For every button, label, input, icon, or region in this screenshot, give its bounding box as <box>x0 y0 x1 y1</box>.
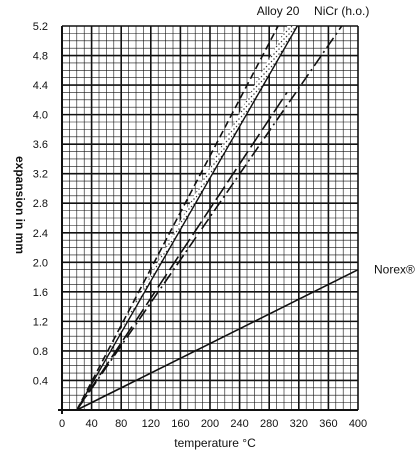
x-tick-labels: 0 40 80 120 160 200 240 280 320 360 400 <box>59 418 367 430</box>
y-tick-labels: 0.4 0.8 1.2 1.6 2.0 2.4 2.8 3.2 3.6 4.0 4.4 4.8 5.2 <box>33 21 48 387</box>
x-tick-label: 0 <box>59 418 65 430</box>
series-line-norex <box>76 268 359 411</box>
x-tick-label: 80 <box>115 418 127 430</box>
y-tick-label: 1.2 <box>33 316 48 328</box>
y-tick-label: 4.8 <box>33 51 48 63</box>
y-tick-label: 5.2 <box>33 21 48 33</box>
x-tick-label: 200 <box>201 418 219 430</box>
y-tick-label: 1.6 <box>33 287 48 299</box>
y-tick-label: 2.0 <box>33 257 48 269</box>
band-lower-edge <box>76 25 298 411</box>
y-tick-label: 3.6 <box>33 139 48 151</box>
series-lines <box>76 25 359 411</box>
x-tick-label: 400 <box>349 418 367 430</box>
x-tick-label: 160 <box>171 418 189 430</box>
major-gridlines <box>61 25 359 411</box>
y-tick-label: 4.4 <box>33 80 48 92</box>
x-tick-label: 40 <box>85 418 97 430</box>
series-label-nicr-h-o: NiCr (h.o.) <box>314 4 369 18</box>
axes <box>58 26 358 414</box>
x-tick-label: 360 <box>319 418 337 430</box>
x-tick-label: 120 <box>142 418 160 430</box>
series-label-alloy-20: Alloy 20 <box>257 4 300 18</box>
y-tick-label: 0.8 <box>33 346 48 358</box>
y-axis-title: expansion in mm <box>13 156 27 254</box>
alloy-20-band <box>76 25 298 411</box>
series-line-nicr-h-o <box>76 25 343 411</box>
y-tick-label: 2.4 <box>33 228 48 240</box>
series-line-unnamed-2 <box>76 92 288 411</box>
y-tick-label: 4.0 <box>33 110 48 122</box>
x-tick-label: 240 <box>230 418 248 430</box>
x-tick-label: 320 <box>290 418 308 430</box>
y-tick-label: 3.2 <box>33 169 48 181</box>
series-line-alloy-20 <box>76 25 279 411</box>
series-labels: Alloy 20 NiCr (h.o.) Norex® <box>257 4 415 277</box>
x-tick-label: 280 <box>260 418 278 430</box>
x-axis-title: temperature °C <box>174 436 256 450</box>
series-label-norex: Norex® <box>374 263 415 277</box>
y-tick-label: 0.4 <box>33 375 48 387</box>
y-tick-label: 2.8 <box>33 198 48 210</box>
